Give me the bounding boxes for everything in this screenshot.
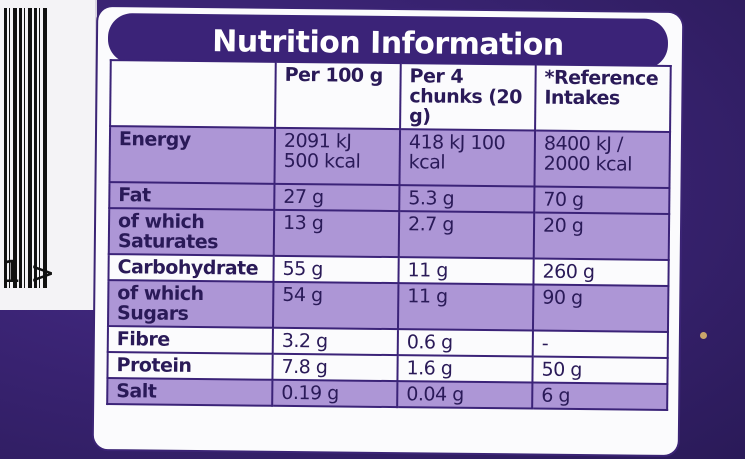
table-row: of which Sugars 54 g 11 g 90 g <box>107 280 669 332</box>
table-row: Energy 2091 kJ 500 kcal 418 kJ 100 kcal … <box>109 126 671 188</box>
header-per-100g: Per 100 g <box>275 61 401 130</box>
header-reference-intakes: *Reference Intakes <box>535 64 671 132</box>
cell-per-100g: 0.19 g <box>272 379 398 408</box>
row-label: of which Saturates <box>108 208 275 256</box>
cell-per-portion: 0.04 g <box>397 381 533 409</box>
row-label: Fibre <box>107 326 273 354</box>
barcode: 1 > <box>0 0 97 310</box>
cell-per-portion: 1.6 g <box>397 355 533 383</box>
cell-per-portion: 418 kJ 100 kcal <box>399 129 536 187</box>
row-label: Fat <box>109 182 275 210</box>
cell-per-100g: 13 g <box>273 209 400 258</box>
table-row: Salt 0.19 g 0.04 g 6 g <box>107 378 668 410</box>
table-row: of which Saturates 13 g 2.7 g 20 g <box>108 208 670 260</box>
cell-reference-intake: 6 g <box>532 382 668 410</box>
cell-per-portion: 5.3 g <box>399 185 535 213</box>
cell-reference-intake: 70 g <box>534 186 670 214</box>
cell-per-100g: 2091 kJ 500 kcal <box>274 127 401 186</box>
cell-per-portion: 2.7 g <box>398 211 535 259</box>
row-label: Carbohydrate <box>108 254 274 282</box>
crumb-speck <box>700 332 707 339</box>
cell-per-100g: 55 g <box>273 255 399 284</box>
cell-reference-intake: 20 g <box>533 212 670 260</box>
cell-reference-intake: - <box>532 330 668 358</box>
row-label: Salt <box>107 378 273 406</box>
cell-reference-intake: 8400 kJ / 2000 kcal <box>534 130 671 188</box>
row-label: of which Sugars <box>107 280 274 328</box>
barcode-digit: 1 <box>2 255 22 290</box>
cell-per-100g: 3.2 g <box>272 327 398 356</box>
nutrition-panel: Nutrition Information Per 100 g Per 4 ch… <box>93 6 683 456</box>
cell-per-100g: 7.8 g <box>272 353 398 382</box>
row-label: Energy <box>109 126 276 184</box>
cell-reference-intake: 90 g <box>532 284 669 332</box>
row-label: Protein <box>107 352 273 380</box>
cell-reference-intake: 50 g <box>532 356 668 384</box>
cell-per-100g: 27 g <box>274 183 400 212</box>
barcode-chevron: > <box>30 256 56 291</box>
barcode-bars <box>4 8 48 288</box>
panel-title: Nutrition Information <box>212 24 564 63</box>
nutrition-table: Per 100 g Per 4 chunks (20 g) *Reference… <box>106 59 672 411</box>
header-per-portion: Per 4 chunks (20 g) <box>400 63 536 131</box>
cell-reference-intake: 260 g <box>533 258 669 286</box>
cell-per-100g: 54 g <box>272 281 399 330</box>
header-blank <box>110 60 276 128</box>
cell-per-portion: 11 g <box>398 257 534 285</box>
table-header-row: Per 100 g Per 4 chunks (20 g) *Reference… <box>110 60 671 132</box>
cell-per-portion: 11 g <box>397 283 534 331</box>
cell-per-portion: 0.6 g <box>397 329 533 357</box>
